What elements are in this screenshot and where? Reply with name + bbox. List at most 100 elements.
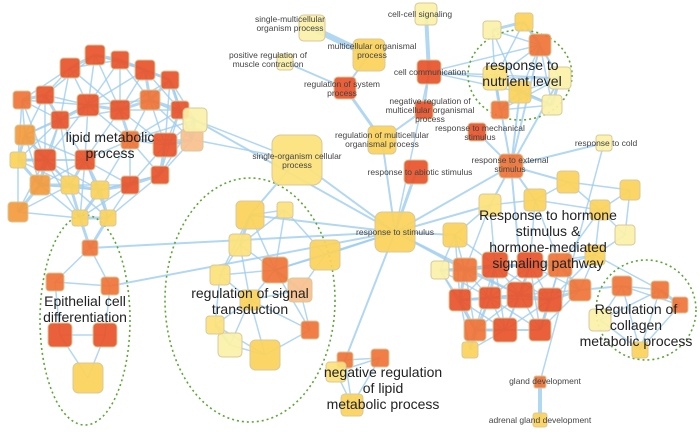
epi-node[interactable] bbox=[72, 362, 104, 394]
lipid-node[interactable] bbox=[50, 110, 70, 130]
lipid-node[interactable] bbox=[76, 93, 100, 117]
epi-node[interactable] bbox=[100, 276, 120, 296]
hormone-node[interactable] bbox=[589, 199, 611, 221]
hormone-node[interactable] bbox=[492, 317, 518, 343]
hormone-node[interactable] bbox=[614, 224, 636, 246]
nutrient-node[interactable] bbox=[514, 12, 534, 32]
node-mop[interactable] bbox=[352, 38, 386, 72]
lipid-node[interactable] bbox=[9, 151, 27, 169]
neglipid-node[interactable] bbox=[340, 393, 364, 417]
lipid-node[interactable] bbox=[14, 124, 36, 146]
nutrient-node[interactable] bbox=[541, 94, 563, 116]
hormone-node[interactable] bbox=[619, 179, 641, 201]
sig-node[interactable] bbox=[239, 289, 261, 311]
epi-node[interactable] bbox=[92, 322, 118, 348]
lipid-node[interactable] bbox=[134, 59, 156, 81]
collagen-node[interactable] bbox=[671, 296, 689, 314]
hormone-node[interactable] bbox=[430, 260, 450, 280]
lipid-node[interactable] bbox=[12, 90, 32, 110]
hormone-node[interactable] bbox=[568, 278, 592, 302]
hormone-node[interactable] bbox=[523, 188, 547, 212]
sig-node[interactable] bbox=[205, 315, 225, 335]
lipid-node[interactable] bbox=[33, 148, 57, 172]
lipid-node[interactable] bbox=[152, 132, 178, 158]
epi-node[interactable] bbox=[47, 322, 73, 348]
node-smop[interactable] bbox=[298, 14, 326, 42]
node-rs[interactable] bbox=[374, 211, 416, 253]
sig-node[interactable] bbox=[209, 264, 231, 286]
edge bbox=[510, 142, 605, 167]
node-rsp[interactable] bbox=[333, 76, 357, 100]
sig-node[interactable] bbox=[261, 256, 289, 284]
node-agd[interactable] bbox=[532, 412, 548, 428]
lipid-node[interactable] bbox=[109, 99, 131, 121]
lipid-node[interactable] bbox=[120, 175, 140, 195]
hormone-node[interactable] bbox=[506, 281, 534, 309]
lipid-node[interactable] bbox=[60, 175, 80, 195]
sig-node[interactable] bbox=[228, 233, 252, 257]
hormone-node[interactable] bbox=[442, 222, 468, 248]
neglipid-node[interactable] bbox=[325, 361, 347, 383]
hormone-node[interactable] bbox=[481, 251, 509, 279]
nutrient-node[interactable] bbox=[508, 80, 532, 104]
node-rms[interactable] bbox=[467, 122, 487, 142]
node-rc[interactable] bbox=[595, 134, 613, 152]
lipid-node[interactable] bbox=[71, 209, 89, 227]
hormone-node[interactable] bbox=[448, 288, 472, 312]
lipid-node[interactable] bbox=[139, 89, 161, 111]
epi-node[interactable] bbox=[81, 239, 99, 257]
collagen-node[interactable] bbox=[588, 308, 612, 332]
hormone-node[interactable] bbox=[584, 244, 606, 266]
lipid-node[interactable] bbox=[99, 209, 117, 227]
node-socp[interactable] bbox=[271, 134, 323, 186]
nutrient-node[interactable] bbox=[490, 100, 510, 120]
neglipid-node[interactable] bbox=[370, 348, 390, 368]
node-ras[interactable] bbox=[403, 159, 429, 185]
hormone-node[interactable] bbox=[478, 286, 502, 310]
nutrient-node[interactable] bbox=[482, 20, 502, 40]
lipid-node[interactable] bbox=[150, 165, 170, 185]
hormone-node[interactable] bbox=[537, 287, 563, 313]
hormone-node[interactable] bbox=[463, 318, 487, 342]
node-ccs[interactable] bbox=[414, 2, 438, 26]
lipid-node[interactable] bbox=[35, 85, 55, 105]
node-nrmop[interactable] bbox=[414, 100, 434, 120]
hormone-node[interactable] bbox=[547, 252, 573, 278]
node-gd[interactable] bbox=[533, 375, 547, 389]
sig-node[interactable] bbox=[309, 239, 341, 271]
collagen-node[interactable] bbox=[650, 280, 670, 300]
lipid-node[interactable] bbox=[59, 57, 81, 79]
sig-node[interactable] bbox=[276, 201, 294, 219]
nutrient-node[interactable] bbox=[528, 33, 552, 57]
sig-node[interactable] bbox=[300, 320, 320, 340]
nutrient-node[interactable] bbox=[548, 66, 572, 90]
hormone-node[interactable] bbox=[516, 251, 544, 279]
sig-node[interactable] bbox=[249, 339, 281, 371]
lipid-node[interactable] bbox=[7, 201, 29, 223]
collagen-node[interactable] bbox=[611, 275, 633, 297]
sig-node[interactable] bbox=[287, 277, 313, 303]
collagen-node[interactable] bbox=[631, 341, 649, 359]
hormone-node[interactable] bbox=[452, 257, 478, 283]
sig-node[interactable] bbox=[217, 332, 243, 358]
lipid-node[interactable] bbox=[182, 107, 208, 133]
lipid-node[interactable] bbox=[90, 180, 110, 200]
hormone-node[interactable] bbox=[461, 341, 479, 359]
lipid-node[interactable] bbox=[160, 70, 180, 90]
node-cc[interactable] bbox=[416, 59, 442, 85]
hormone-node[interactable] bbox=[556, 170, 580, 194]
lipid-node[interactable] bbox=[74, 149, 96, 171]
hormone-node[interactable] bbox=[528, 318, 552, 342]
nutrient-node[interactable] bbox=[482, 65, 508, 91]
epi-node[interactable] bbox=[45, 272, 65, 292]
node-rmop[interactable] bbox=[367, 125, 397, 155]
cluster-label-nutrient: response to nutrient level bbox=[482, 57, 561, 89]
node-res[interactable] bbox=[498, 153, 524, 179]
lipid-node[interactable] bbox=[120, 130, 140, 150]
lipid-node[interactable] bbox=[110, 50, 130, 70]
lipid-node[interactable] bbox=[29, 174, 51, 196]
hormone-node[interactable] bbox=[478, 193, 502, 217]
lipid-node[interactable] bbox=[84, 44, 106, 66]
node-prmc[interactable] bbox=[276, 53, 294, 71]
sig-node[interactable] bbox=[235, 200, 265, 230]
